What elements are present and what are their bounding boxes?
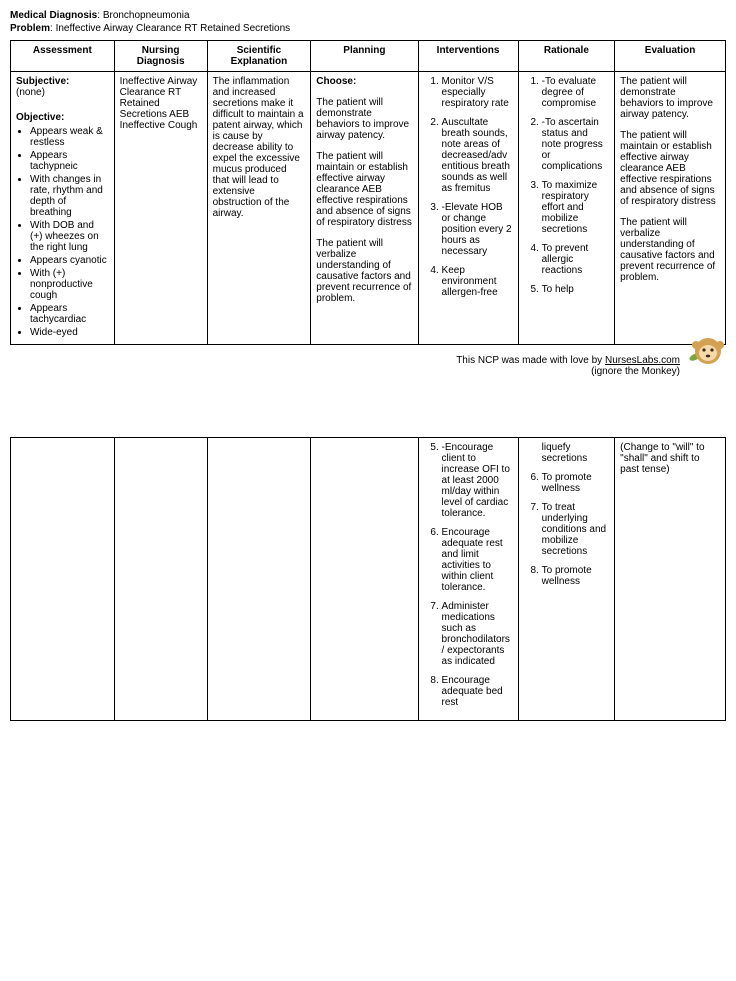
- list-item: -Encourage client to increase OFI to at …: [442, 442, 513, 519]
- credit-line1-pre: This NCP was made with love by: [456, 355, 605, 366]
- cell-interventions-b: -Encourage client to increase OFI to at …: [418, 438, 518, 721]
- medical-diagnosis-label: Medical Diagnosis: [10, 10, 97, 21]
- cell-planning-b: [311, 438, 418, 721]
- cell-assessment-b: [11, 438, 115, 721]
- cell-sci-expl-b: [207, 438, 311, 721]
- planning-choose: Choose:: [316, 76, 412, 87]
- cell-planning: Choose: The patient will demonstrate beh…: [311, 72, 418, 345]
- planning-p2: The patient will maintain or establish e…: [316, 151, 412, 228]
- objective-bullets: Appears weak & restlessAppears tachypnei…: [16, 126, 109, 338]
- eval-e3: The patient will verbalize understanding…: [620, 217, 720, 283]
- column-header: Evaluation: [615, 41, 726, 72]
- list-item: To maximize respiratory effort and mobil…: [542, 180, 610, 235]
- list-item: To treat underlying conditions and mobil…: [542, 502, 610, 557]
- objective-bullet: Appears tachycardiac: [30, 303, 109, 325]
- cell-rationale: -To evaluate degree of compromise -To asc…: [518, 72, 615, 345]
- objective-bullet: With DOB and (+) wheezes on the right lu…: [30, 220, 109, 253]
- list-item: To promote wellness: [542, 472, 610, 494]
- objective-bullet: With (+) nonproductive cough: [30, 268, 109, 301]
- cell-sci-expl: The inflammation and increased secretion…: [207, 72, 311, 345]
- objective-label: Objective:: [16, 112, 109, 123]
- rationale-b-pre: liquefy secretions: [524, 442, 610, 464]
- list-item: Auscultate breath sounds, note areas of …: [442, 117, 513, 194]
- problem-label: Problem: [10, 23, 50, 34]
- subjective-text: (none): [16, 87, 109, 98]
- credit-block: This NCP was made with love by NursesLab…: [10, 355, 726, 377]
- list-item: To promote wellness: [542, 565, 610, 587]
- cell-evaluation-b: (Change to "will" to "shall" and shift t…: [615, 438, 726, 721]
- list-item: Encourage adequate bed rest: [442, 675, 513, 708]
- medical-diagnosis-line: Medical Diagnosis: Bronchopneumonia: [10, 10, 726, 21]
- column-header: Interventions: [418, 41, 518, 72]
- table-row: -Encourage client to increase OFI to at …: [11, 438, 726, 721]
- table-row: Subjective: (none) Objective: Appears we…: [11, 72, 726, 345]
- cell-evaluation: The patient will demonstrate behaviors t…: [615, 72, 726, 345]
- list-item: Encourage adequate rest and limit activi…: [442, 527, 513, 593]
- eval-e1: The patient will demonstrate behaviors t…: [620, 76, 720, 120]
- interventions-list-b: -Encourage client to increase OFI to at …: [424, 442, 513, 708]
- ncp-table-bottom: -Encourage client to increase OFI to at …: [10, 437, 726, 721]
- cell-nursing-dx: Ineffective Airway Clearance RT Retained…: [114, 72, 207, 345]
- eval-e2: The patient will maintain or establish e…: [620, 130, 720, 207]
- planning-p3: The patient will verbalize understanding…: [316, 238, 412, 304]
- medical-diagnosis-value: Bronchopneumonia: [103, 10, 190, 21]
- list-item: -To evaluate degree of compromise: [542, 76, 610, 109]
- objective-bullet: Appears cyanotic: [30, 255, 109, 266]
- list-item: Administer medications such as bronchodi…: [442, 601, 513, 667]
- problem-value: Ineffective Airway Clearance RT Retained…: [56, 23, 291, 34]
- cell-assessment: Subjective: (none) Objective: Appears we…: [11, 72, 115, 345]
- problem-line: Problem: Ineffective Airway Clearance RT…: [10, 23, 726, 34]
- column-header: Assessment: [11, 41, 115, 72]
- planning-p1: The patient will demonstrate behaviors t…: [316, 97, 412, 141]
- interventions-list-a: Monitor V/S especially respiratory rate A…: [424, 76, 513, 298]
- list-item: -Elevate HOB or change position every 2 …: [442, 202, 513, 257]
- column-header: Scientific Explanation: [207, 41, 311, 72]
- document-header: Medical Diagnosis: Bronchopneumonia Prob…: [10, 10, 726, 34]
- ncp-table-top: AssessmentNursing DiagnosisScientific Ex…: [10, 40, 726, 345]
- table-header-row: AssessmentNursing DiagnosisScientific Ex…: [11, 41, 726, 72]
- list-item: To help: [542, 284, 610, 295]
- objective-bullet: Appears weak & restless: [30, 126, 109, 148]
- column-header: Nursing Diagnosis: [114, 41, 207, 72]
- rationale-list-b: To promote wellness To treat underlying c…: [524, 472, 610, 587]
- objective-bullet: Appears tachypneic: [30, 150, 109, 172]
- objective-bullet: With changes in rate, rhythm and depth o…: [30, 174, 109, 218]
- eval-b-text: (Change to "will" to "shall" and shift t…: [620, 442, 720, 475]
- cell-rationale-b: liquefy secretions To promote wellnessTo…: [518, 438, 615, 721]
- subjective-label: Subjective:: [16, 76, 109, 87]
- column-header: Planning: [311, 41, 418, 72]
- nursing-dx-text: Ineffective Airway Clearance RT Retained…: [120, 76, 202, 131]
- list-item: -To ascertain status and note progress o…: [542, 117, 610, 172]
- list-item: To prevent allergic reactions: [542, 243, 610, 276]
- cell-nursing-dx-b: [114, 438, 207, 721]
- monkey-icon: [686, 331, 726, 371]
- sci-expl-text: The inflammation and increased secretion…: [213, 76, 306, 219]
- cell-interventions: Monitor V/S especially respiratory rate A…: [418, 72, 518, 345]
- credit-link[interactable]: NursesLabs.com: [605, 355, 680, 366]
- list-item: Keep environment allergen-free: [442, 265, 513, 298]
- rationale-list-a: -To evaluate degree of compromise -To asc…: [524, 76, 610, 295]
- list-item: Monitor V/S especially respiratory rate: [442, 76, 513, 109]
- objective-bullet: Wide-eyed: [30, 327, 109, 338]
- credit-line2: (ignore the Monkey): [591, 366, 680, 377]
- column-header: Rationale: [518, 41, 615, 72]
